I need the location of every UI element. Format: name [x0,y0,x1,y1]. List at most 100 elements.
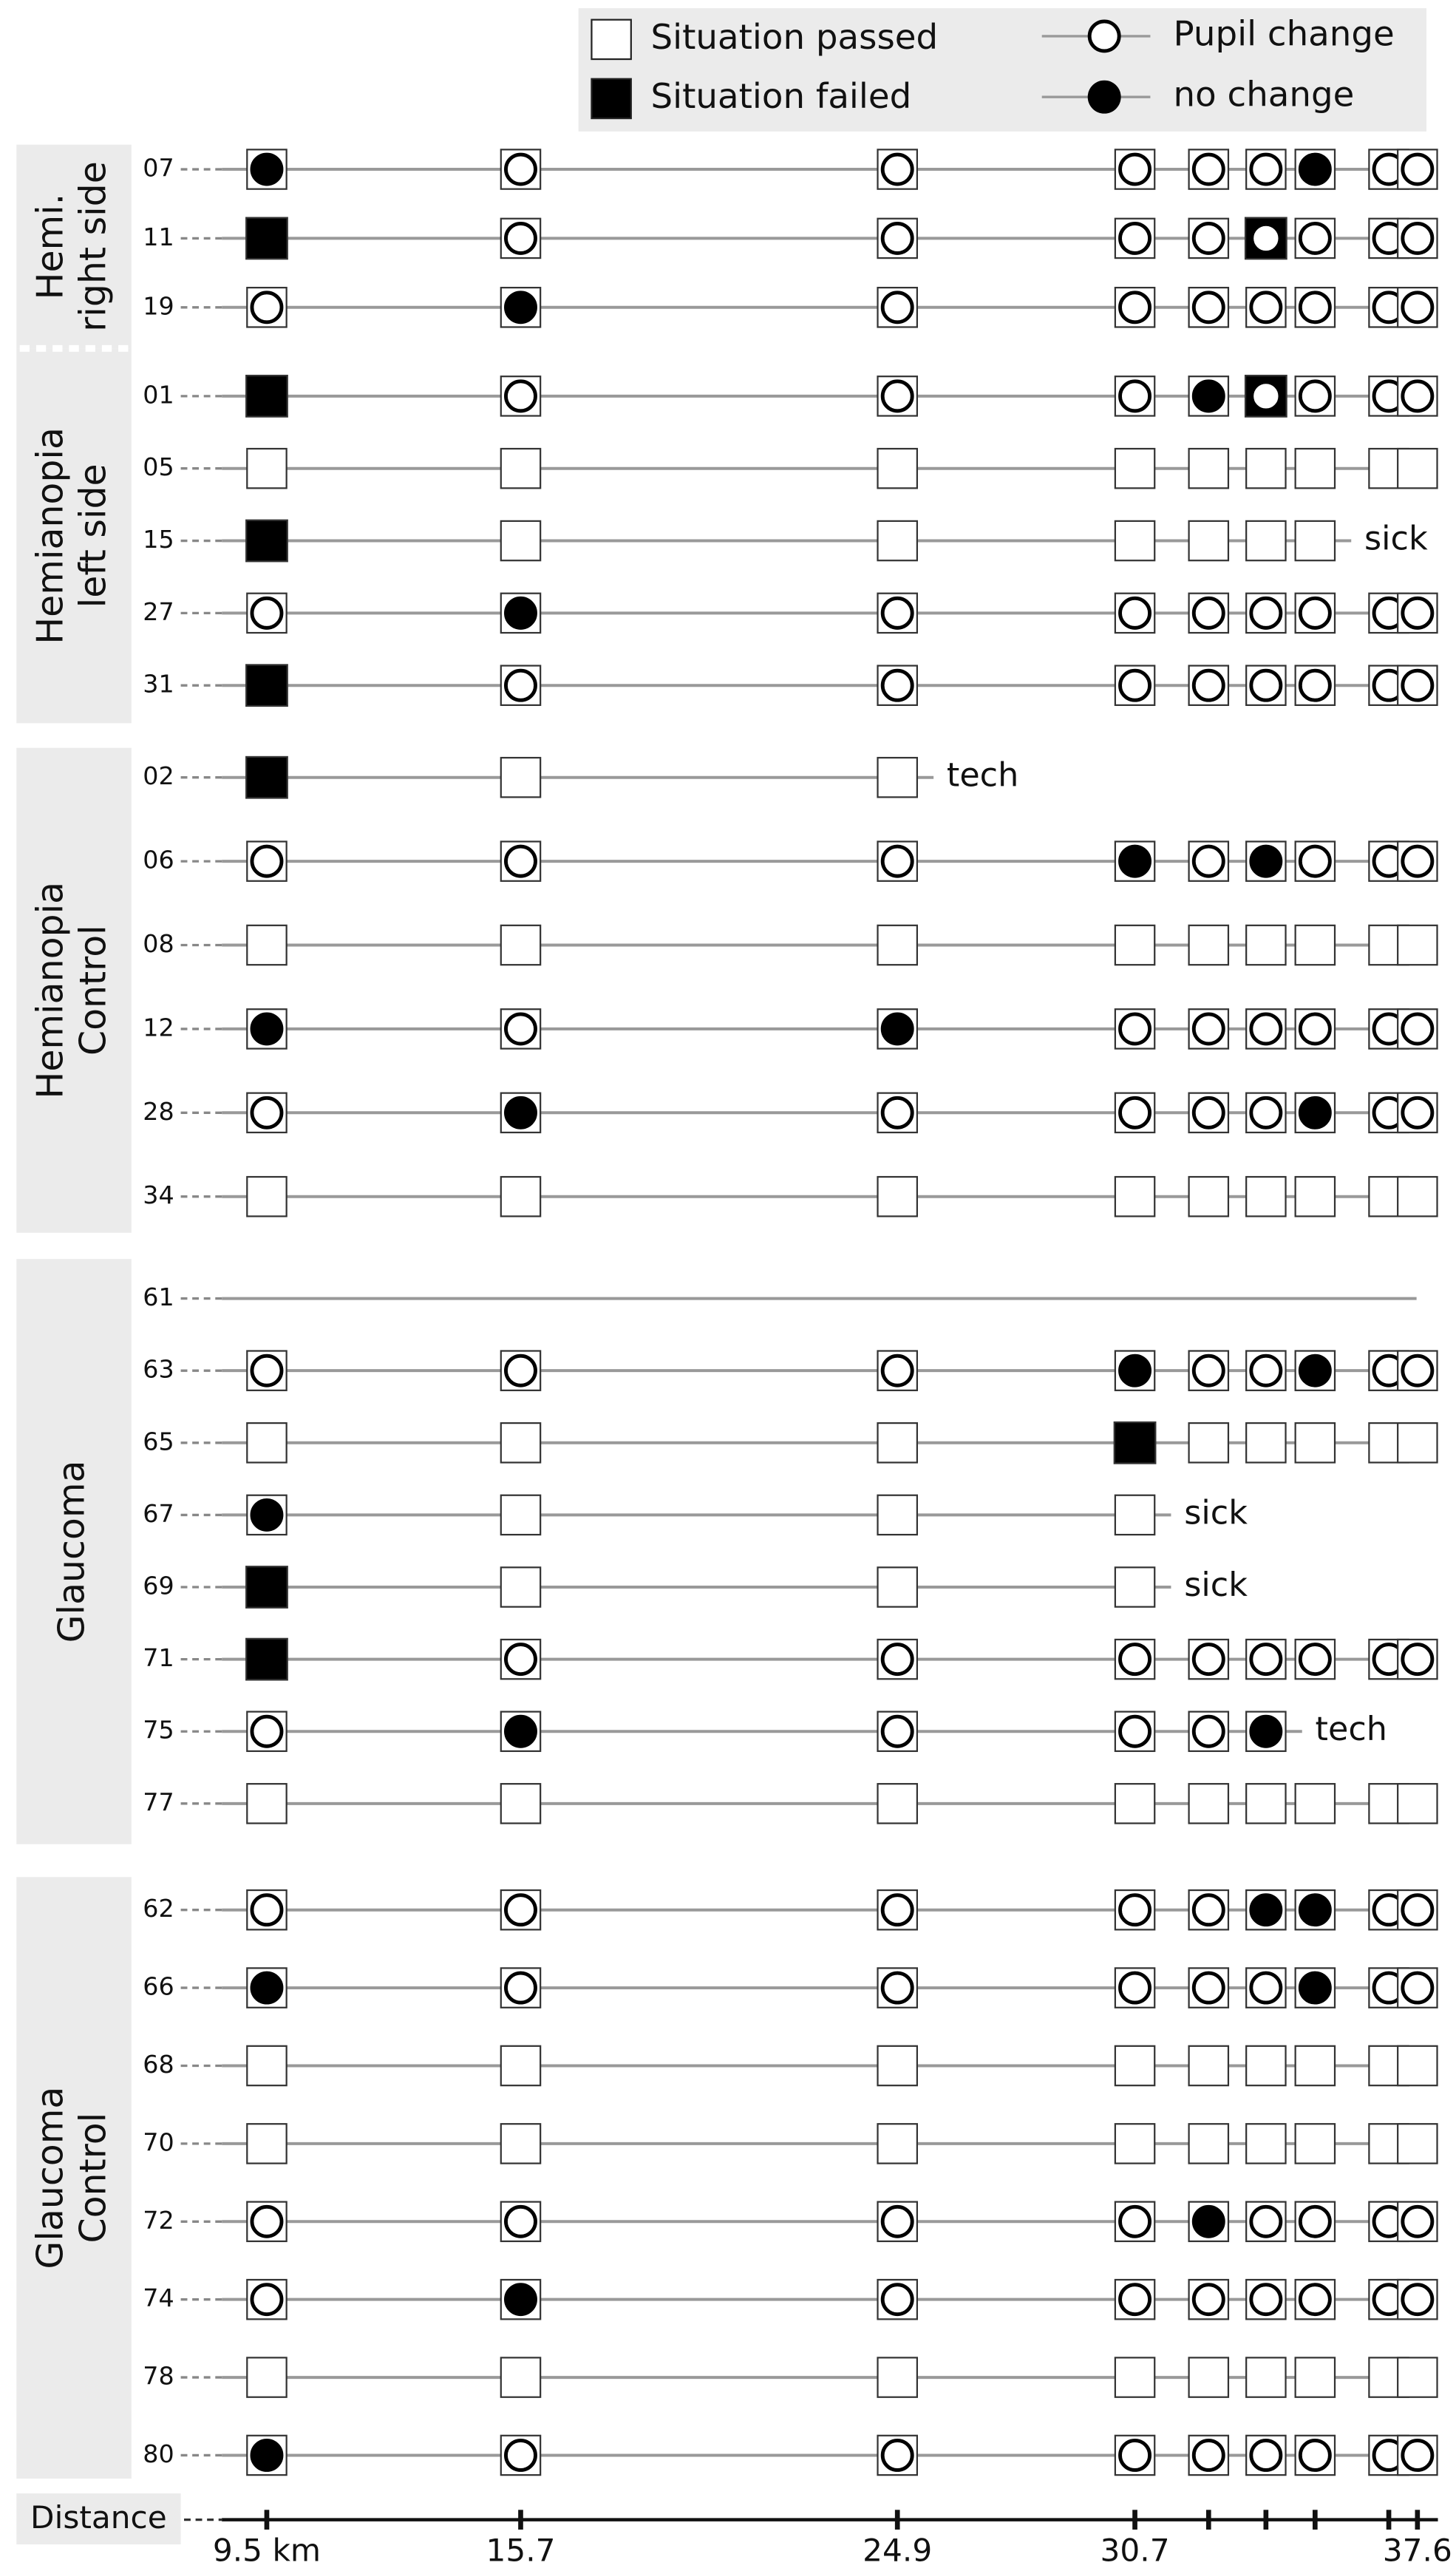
cell-square [1114,447,1156,489]
pupil-change [1118,2439,1152,2472]
cell-square [1188,520,1230,562]
cell-square [1114,924,1156,966]
group-label: Hemianopia [30,882,72,1099]
cell-square [1397,2357,1438,2398]
cell-square [500,447,542,489]
cell-square [246,2123,288,2164]
cell-square [1188,1783,1230,1824]
no-change [504,596,537,630]
pupil-change [1249,596,1283,630]
group-box [16,144,132,349]
cell-square [500,1566,542,1608]
pupil-change [1191,291,1225,325]
cell-square [1397,1175,1438,1217]
pupil-change [504,844,537,878]
pupil-change [880,1971,914,2005]
cell-square [1294,1175,1336,1217]
cell-square [877,1566,918,1608]
pupil-change [1249,152,1283,186]
pupil-change [1191,1643,1225,1677]
row-label: 80 [143,2439,174,2468]
pupil-change [1298,596,1332,630]
cell-square [246,1175,288,1217]
no-change [880,1012,914,1046]
pupil-change [1253,384,1279,409]
pupil-change [250,2283,284,2317]
pupil-change [1249,2204,1283,2238]
cell-square [245,374,288,418]
row-note: tech [947,757,1018,795]
pupil-change [1118,152,1152,186]
group-label: Hemi. [30,194,72,300]
cell-square [877,1422,918,1464]
cell-square [877,2045,918,2087]
cell-square [1245,2045,1287,2087]
cell-square [1294,1783,1336,1824]
group-label: right side [72,161,114,332]
row-label: 02 [143,761,174,790]
cell-square [1114,1494,1156,1536]
row-label: 05 [143,452,174,481]
cell-square [1188,1175,1230,1217]
pupil-change [1298,2283,1332,2317]
no-change [504,2283,537,2317]
row-label: 11 [143,223,174,251]
pupil-change [880,596,914,630]
cell-square [245,217,288,260]
pupil-change [1401,152,1435,186]
pupil-change [504,2204,537,2238]
cell-square [1188,924,1230,966]
pupil-change [1249,1354,1283,1388]
cell-square [1294,1422,1336,1464]
pupil-change [1118,379,1152,413]
row-label: 28 [143,1097,174,1126]
cell-square [1188,2357,1230,2398]
pupil-change [1118,1971,1152,2005]
pupil-change [1191,1012,1225,1046]
pupil-change [1118,668,1152,702]
group-label: Control [72,925,114,1056]
cell-square [1294,2045,1336,2087]
pupil-change [1118,291,1152,325]
no-change [250,1971,284,2005]
cell-square [1114,2357,1156,2398]
pupil-change [880,668,914,702]
cell-square [1114,2045,1156,2087]
x-tick-label: 30.7 [1100,2533,1170,2569]
cell-square [877,520,918,562]
pupil-change [504,2439,537,2472]
legend-box [578,8,1426,132]
group-label: Glaucoma [51,1461,93,1643]
cell-square [500,756,542,798]
pupil-change [880,2283,914,2317]
cell-square [1397,924,1438,966]
cell-square [246,447,288,489]
pupil-change [504,152,537,186]
no-change [250,152,284,186]
row-label: 61 [143,1283,174,1311]
pupil-change [1249,1971,1283,2005]
row-label: 71 [143,1643,174,1672]
pupil-change [880,1354,914,1388]
pupil-change [1401,1971,1435,2005]
cell-square [1245,520,1287,562]
pupil-change [1401,221,1435,255]
cell-square [1294,2123,1336,2164]
row-label: 75 [143,1716,174,1745]
cell-square [1113,1421,1157,1464]
row-note: sick [1184,1566,1248,1604]
pupil-change [504,221,537,255]
cell-square [1245,1422,1287,1464]
pupil-change [1249,1643,1283,1677]
x-tick-label: 37.6 [1383,2533,1452,2569]
row-label: 74 [143,2283,174,2312]
no-change [1298,1971,1332,2005]
pupil-change [1298,379,1332,413]
pupil-change [1401,2204,1435,2238]
cell-square [1114,1566,1156,1608]
cell-square [1188,2123,1230,2164]
pupil-change [1401,2283,1435,2317]
cell-square [877,1783,918,1824]
pupil-change [1298,844,1332,878]
group-label: Hemianopia [30,427,72,645]
